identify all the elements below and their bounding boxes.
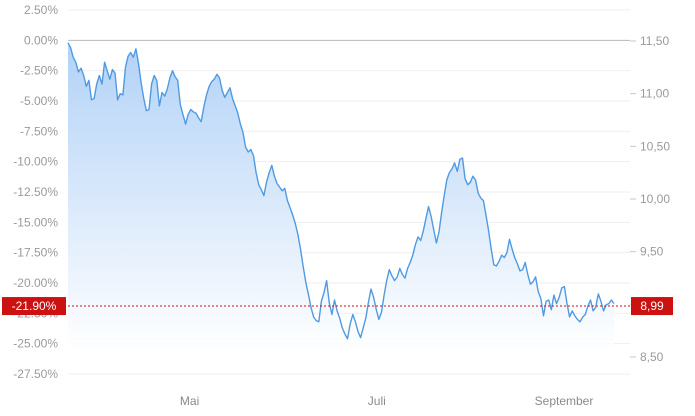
price-line — [67, 42, 615, 340]
left-tick-label: -10.00% — [13, 155, 58, 169]
right-tick-label: 11,50 — [640, 34, 669, 48]
right-tick-label: 8,50 — [640, 350, 664, 364]
left-tick-label: -15.00% — [13, 215, 58, 229]
x-tick-label: September — [535, 394, 594, 408]
area-shape — [68, 42, 614, 351]
area-fill — [68, 42, 614, 351]
left-tick-label: -7.50% — [20, 124, 58, 138]
series-line — [67, 42, 615, 340]
left-tick-label: -17.50% — [13, 246, 58, 260]
x-axis-months: MaiJuliSeptemberNovember2024März — [180, 394, 594, 408]
left-tick-label: -27.50% — [13, 367, 58, 381]
current-value-badges: -21.90% 8,99 — [2, 297, 673, 316]
left-tick-label: -20.00% — [13, 276, 58, 290]
left-tick-label: 0.00% — [24, 33, 58, 47]
left-tick-label: 2.50% — [24, 3, 58, 17]
left-tick-label: -12.50% — [13, 185, 58, 199]
current-price-badge — [631, 297, 673, 316]
current-percent-badge — [2, 297, 66, 316]
x-tick-label: Mai — [180, 394, 199, 408]
current-percent-label: -21.90% — [12, 299, 57, 313]
current-price-label: 8,99 — [640, 299, 664, 313]
right-tick-label: 11,00 — [640, 87, 669, 101]
left-tick-label: -2.50% — [20, 64, 58, 78]
right-tick-label: 10,50 — [640, 139, 670, 153]
right-tick-label: 10,00 — [640, 192, 670, 206]
left-axis-percent: 2.50% 0.00% -2.50% -5.00% -7.50% -10.00% -12.5… — [13, 3, 58, 381]
left-tick-label: -5.00% — [20, 94, 58, 108]
right-tick-label: 9,50 — [640, 245, 664, 259]
left-tick-label: -25.00% — [13, 337, 58, 351]
x-tick-label: Juli — [368, 394, 386, 408]
